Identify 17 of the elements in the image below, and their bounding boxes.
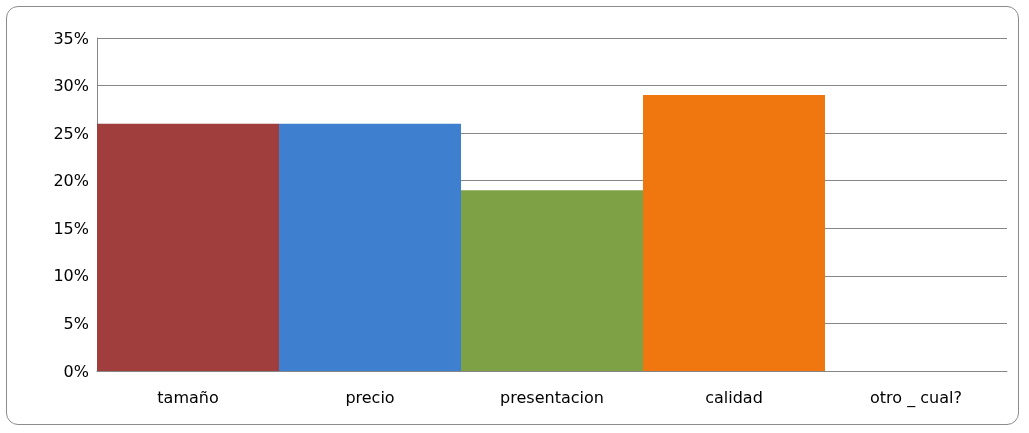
bar — [279, 123, 461, 371]
x-tick-label: tamaño — [157, 387, 219, 407]
y-tick-label: 25% — [53, 123, 89, 143]
y-tick-label: 20% — [53, 171, 89, 191]
x-tick-label: otro _ cual? — [870, 387, 962, 408]
y-tick-label: 35% — [53, 28, 89, 48]
x-tick-label: presentacion — [500, 387, 604, 407]
x-tick-label: calidad — [705, 387, 763, 407]
y-tick-label: 10% — [53, 266, 89, 286]
bar — [461, 190, 643, 371]
y-tick-label: 15% — [53, 218, 89, 238]
bar — [97, 123, 279, 371]
y-tick-label: 5% — [63, 313, 89, 333]
bar — [643, 95, 825, 371]
y-tick-label: 0% — [63, 361, 89, 381]
x-tick-label: precio — [345, 387, 395, 407]
y-tick-label: 30% — [53, 76, 89, 96]
